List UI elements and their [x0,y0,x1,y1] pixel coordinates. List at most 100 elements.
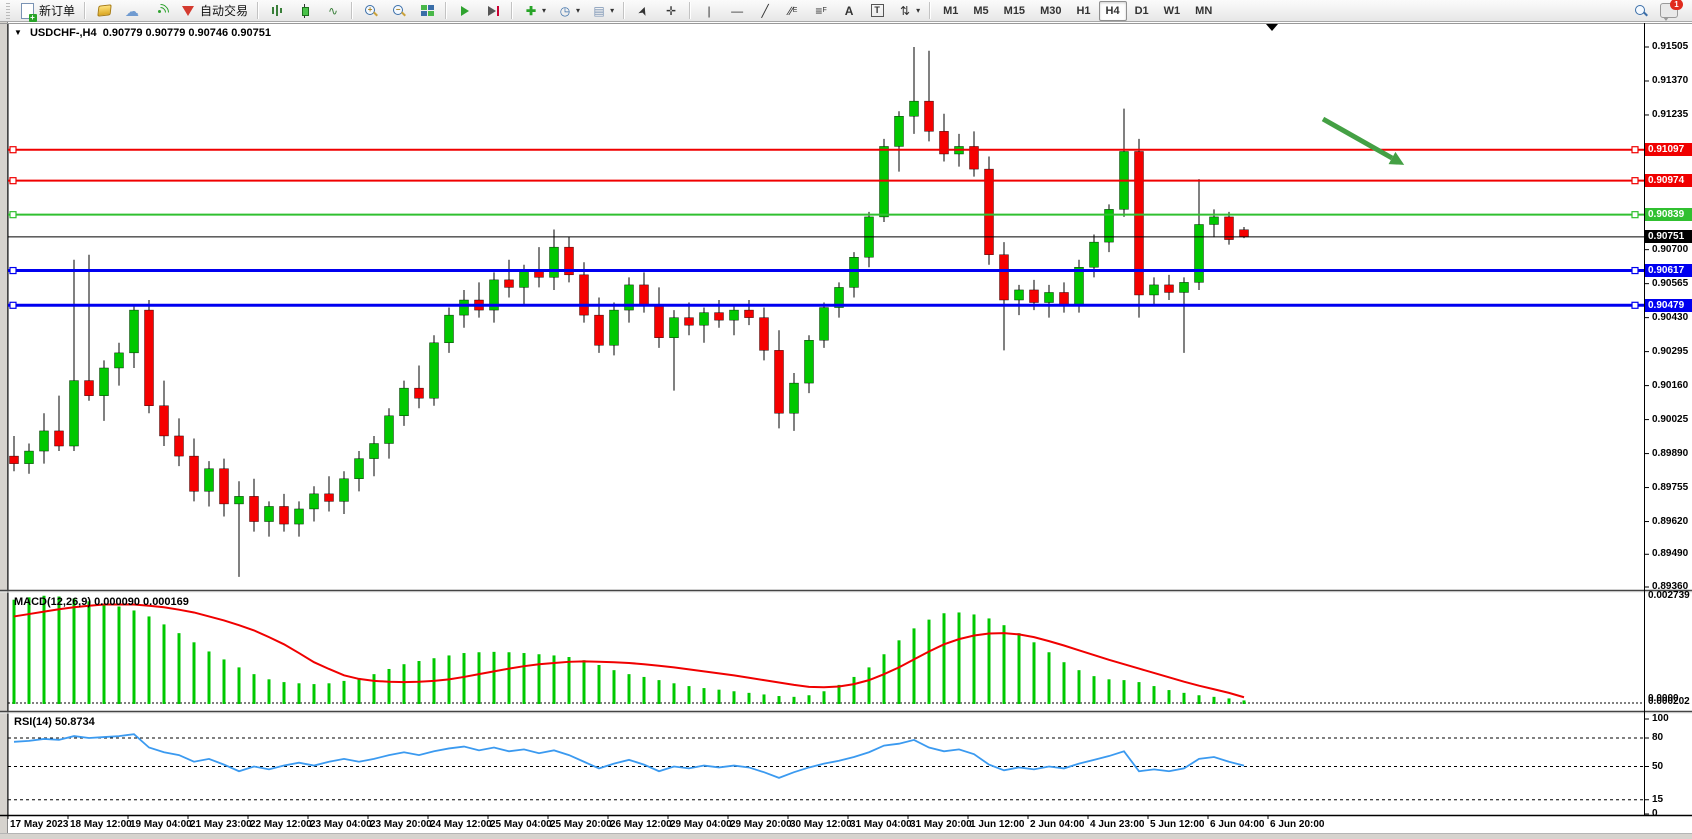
bar-chart-button[interactable] [264,0,290,22]
line-handle[interactable] [9,146,17,154]
vertical-line-icon: | [707,3,711,18]
candle-body [459,299,469,316]
candle-body [564,246,574,276]
annotation-arrow[interactable] [1321,116,1394,161]
zoom-out-button[interactable]: − [386,0,412,22]
separator [84,2,87,19]
line-handle[interactable] [9,211,17,219]
chart-shift-button[interactable] [480,0,506,22]
signals-icon [148,0,173,25]
fibonacci-button[interactable]: ≡ F [808,0,834,22]
candle-body [549,246,559,278]
candle-body [54,430,64,447]
rsi-tick-label: 0 [1652,808,1658,819]
time-label: 1 Jun 12:00 [970,819,1025,830]
indicators-button[interactable]: ✚ ▾ [518,0,550,22]
macd-histogram-bar [552,655,556,704]
line-chart-icon: ∿ [328,3,339,18]
candle-body [1224,216,1234,240]
auto-scroll-button[interactable] [452,0,478,22]
time-label: 19 May 04:00 [130,819,192,830]
timeframe-button-m5[interactable]: M5 [973,4,989,17]
macd-histogram-bar [102,603,106,704]
cursor-icon: ➤ [634,3,652,18]
candle-body [1164,284,1174,293]
line-handle[interactable] [9,177,17,185]
annotation-arrowhead[interactable] [1388,151,1405,165]
rsi-indicator-label: RSI(14) 50.8734 [14,716,95,728]
line-handle[interactable] [9,266,17,275]
text-button[interactable]: A [836,0,862,22]
chart-shift-icon [484,2,502,20]
timeframe-button-m15[interactable]: M15 [1003,4,1026,17]
separator [689,2,692,19]
timeframe-bar: M1 M5 M15 M30 H1 H4 D1 W1 MN [936,0,1219,21]
separator [257,2,260,19]
trendline-button[interactable]: ╱ [752,0,778,22]
macd-histogram-bar [162,624,166,704]
separator [511,2,514,19]
timeframe-button-d1[interactable]: D1 [1134,4,1149,17]
time-label: 4 Jun 23:00 [1090,819,1145,830]
autotrading-button[interactable]: 自动交易 [175,0,252,22]
macd-histogram-bar [597,664,601,704]
styler-button[interactable] [91,0,117,22]
periods-button[interactable]: ◷ ▾ [552,0,584,22]
line-handle[interactable] [1631,301,1639,309]
new-order-button[interactable]: + 新订单 [14,0,79,22]
timeframe-button-h4[interactable]: H4 [1098,0,1127,21]
time-label: 29 May 20:00 [730,819,792,830]
line-handle[interactable] [9,301,17,309]
time-label: 5 Jun 12:00 [1150,819,1205,830]
tile-windows-button[interactable] [414,0,440,22]
vertical-line-button[interactable]: | [696,0,722,22]
candle-body [774,350,784,414]
timeframe-button-w1[interactable]: W1 [1163,4,1181,17]
search-button[interactable] [1628,0,1654,22]
price-tick-label: 0.91505 [1652,41,1689,52]
macd-histogram-bar [1242,700,1246,704]
macd-axis-max: 0.002739 [1648,590,1690,601]
notifications-button[interactable]: 1 [1656,0,1683,22]
tile-windows-icon [418,2,436,20]
signals-button[interactable] [147,0,173,25]
timeframe-button-m1[interactable]: M1 [943,4,959,17]
toolbar-grip[interactable] [6,2,10,19]
cursor-button[interactable]: ➤ [630,0,656,22]
macd-histogram-bar [852,676,856,704]
separator [623,2,626,19]
line-chart-button[interactable]: ∿ [320,0,346,22]
charts-window-button[interactable]: ☁ [119,0,145,22]
macd-axis-zero: 0.0000 [1648,693,1679,704]
macd-histogram-bar [1017,633,1021,704]
line-handle[interactable] [1631,266,1639,275]
candle-chart-button[interactable] [292,0,318,22]
crosshair-button[interactable]: ✛ [658,0,684,22]
time-label: 25 May 20:00 [550,819,612,830]
candle-body [414,387,424,399]
macd-histogram-bar [747,692,751,704]
candle-body [579,274,589,316]
channel-button[interactable]: ∕∕ E [780,0,806,22]
line-handle[interactable] [1631,177,1639,185]
collapse-triangle-icon[interactable]: ▼ [14,28,22,37]
macd-histogram-bar [582,660,586,704]
line-handle[interactable] [1631,146,1639,154]
horizontal-line-button[interactable]: — [724,0,750,22]
timeframe-button-m30[interactable]: M30 [1040,4,1062,17]
candle-body [939,131,949,155]
line-handle[interactable] [1631,211,1639,219]
candle-body [1194,224,1204,283]
timeframe-button-mn[interactable]: MN [1195,4,1213,17]
macd-histogram-bar [1152,686,1156,704]
chart-shift-marker-icon[interactable] [1266,24,1278,31]
zoom-in-button[interactable]: + [358,0,384,22]
arrows-button[interactable]: ⇅ ▾ [892,0,924,22]
candle-body [1104,209,1114,243]
horizontal-line-icon: — [731,3,744,18]
text-label-button[interactable]: T [864,0,890,22]
timeframe-button-h1[interactable]: H1 [1076,4,1091,17]
templates-button[interactable]: ▤ ▾ [586,0,618,22]
candle-body [624,284,634,311]
